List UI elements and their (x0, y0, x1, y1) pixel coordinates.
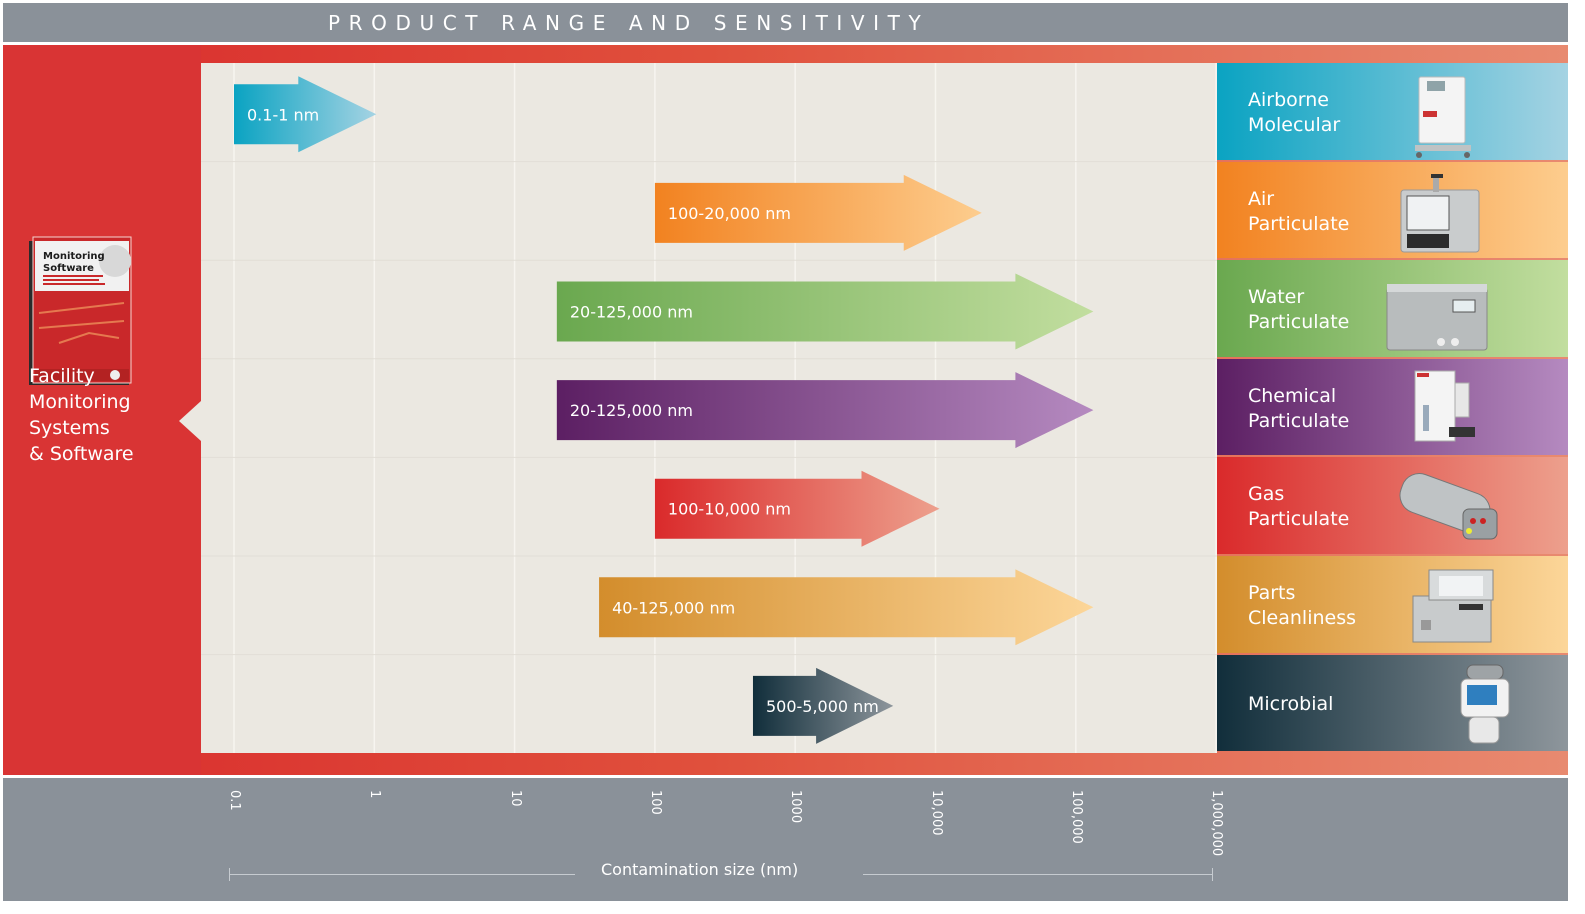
category-microbial: Microbial (1217, 654, 1568, 752)
sidebar-label-line: Monitoring (29, 391, 131, 413)
category-air-particulate: Air Particulate (1217, 161, 1568, 262)
category-panel: Airborne Molecular Air Particulate Water Part… (1217, 63, 1568, 753)
title-bar: PRODUCT RANGE AND SENSITIVITY (3, 3, 1568, 42)
category-label-line: Air (1248, 187, 1275, 210)
sidebar-label-line: & Software (29, 443, 134, 465)
range-arrow-parts-cleanliness (599, 569, 1094, 646)
category-label-line: Parts (1248, 582, 1296, 604)
category-label-line: Molecular (1248, 114, 1341, 136)
range-label: 100-20,000 nm (668, 204, 791, 223)
x-axis-title: Contamination size (nm) (601, 860, 799, 879)
x-tick-label: 10,000 (928, 790, 944, 836)
category-label-line: Cleanliness (1248, 607, 1357, 629)
category-label-line: Chemical (1248, 384, 1337, 407)
x-axis-bar: Contamination size (nm) 0.1 1 10 100 1000 10,… (3, 778, 1568, 901)
range-label: 100-10,000 nm (668, 500, 791, 519)
plot-area: 0.1-1 nm 100-20,000 nm 20-125,000 nm 20-125… (201, 63, 1217, 753)
x-tick-label: 0.1 (227, 790, 242, 811)
sidebar-label-line: Systems (29, 417, 110, 439)
instrument-image-icon (1381, 274, 1493, 364)
category-label: Microbial (1248, 692, 1333, 717)
category-label-line: Water (1248, 286, 1305, 309)
range-arrow-air-particulate (654, 174, 982, 251)
chart-svg: 0.1-1 nm 100-20,000 nm 20-125,000 nm 20-125… (201, 63, 1217, 753)
software-box-image: Monitoring Software (29, 233, 133, 385)
category-gas-particulate: Gas Particulate (1217, 457, 1568, 554)
sidebar-pointer-notch (179, 401, 201, 441)
x-tick-label: 1,000,000 (1209, 790, 1225, 857)
x-tick-label: 1000 (788, 790, 804, 824)
category-label-line: Gas (1248, 483, 1285, 506)
range-label: 20-125,000 nm (570, 401, 693, 420)
category-water-particulate: Water Particulate (1217, 260, 1568, 357)
category-label-line: Microbial (1248, 692, 1334, 715)
category-chemical-particulate: Chemical Particulate (1217, 358, 1568, 457)
range-arrow-chemical-particulate (556, 372, 1094, 449)
x-axis-cap-right (1212, 868, 1213, 881)
category-airborne-molecular: Airborne Molecular (1217, 63, 1568, 160)
chart-title: PRODUCT RANGE AND SENSITIVITY (328, 11, 930, 35)
category-label-line: Particulate (1248, 212, 1350, 235)
box-title-line-1: Monitoring (43, 251, 105, 262)
range-label: 0.1-1 nm (247, 105, 319, 124)
range-label: 20-125,000 nm (570, 303, 693, 322)
category-label: Airborne Molecular (1248, 88, 1340, 138)
instrument-image-icon (1393, 172, 1489, 262)
category-label-line: Particulate (1248, 311, 1350, 334)
range-arrow-airborne-molecular (234, 76, 377, 153)
range-label: 500-5,000 nm (766, 697, 879, 716)
x-tick-label: 1 (367, 790, 383, 799)
range-arrow-gas-particulate (654, 470, 940, 547)
sidebar-label: Facility Monitoring Systems & Software (29, 363, 134, 467)
category-label-line: Particulate (1248, 508, 1350, 531)
instrument-image-icon (1393, 463, 1503, 553)
range-arrows: 0.1-1 nm 100-20,000 nm 20-125,000 nm 20-125… (234, 76, 1094, 744)
category-parts-cleanliness: Parts Cleanliness (1217, 556, 1568, 653)
instrument-image-icon (1403, 73, 1483, 163)
category-label-line: Airborne (1248, 89, 1329, 111)
instrument-image-icon (1401, 367, 1477, 457)
category-label: Gas Particulate (1248, 482, 1349, 532)
range-label: 40-125,000 nm (612, 598, 735, 617)
category-label: Parts Cleanliness (1248, 581, 1356, 631)
x-tick-label: 100 (647, 790, 663, 815)
category-label: Air Particulate (1248, 187, 1349, 237)
infographic: PRODUCT RANGE AND SENSITIVITY Monitoring… (3, 3, 1568, 901)
category-label: Chemical Particulate (1248, 384, 1349, 434)
x-axis-cap-left (229, 868, 230, 881)
software-box-icon: Monitoring Software (29, 236, 132, 385)
sidebar-facility-monitoring: Monitoring Software Facility Monitoring … (3, 45, 201, 775)
instrument-image-icon (1405, 564, 1497, 654)
x-axis-line-left (229, 874, 575, 875)
range-arrow-microbial (752, 667, 894, 744)
category-label: Water Particulate (1248, 285, 1349, 335)
box-title-line-2: Software (43, 263, 94, 274)
category-label-line: Particulate (1248, 409, 1350, 432)
x-tick-label: 100,000 (1068, 790, 1084, 844)
range-arrow-water-particulate (556, 273, 1094, 350)
x-tick-label: 10 (507, 790, 523, 807)
x-axis-line-right (863, 874, 1212, 875)
instrument-image-icon (1439, 661, 1519, 751)
sidebar-label-line: Facility (29, 365, 95, 387)
